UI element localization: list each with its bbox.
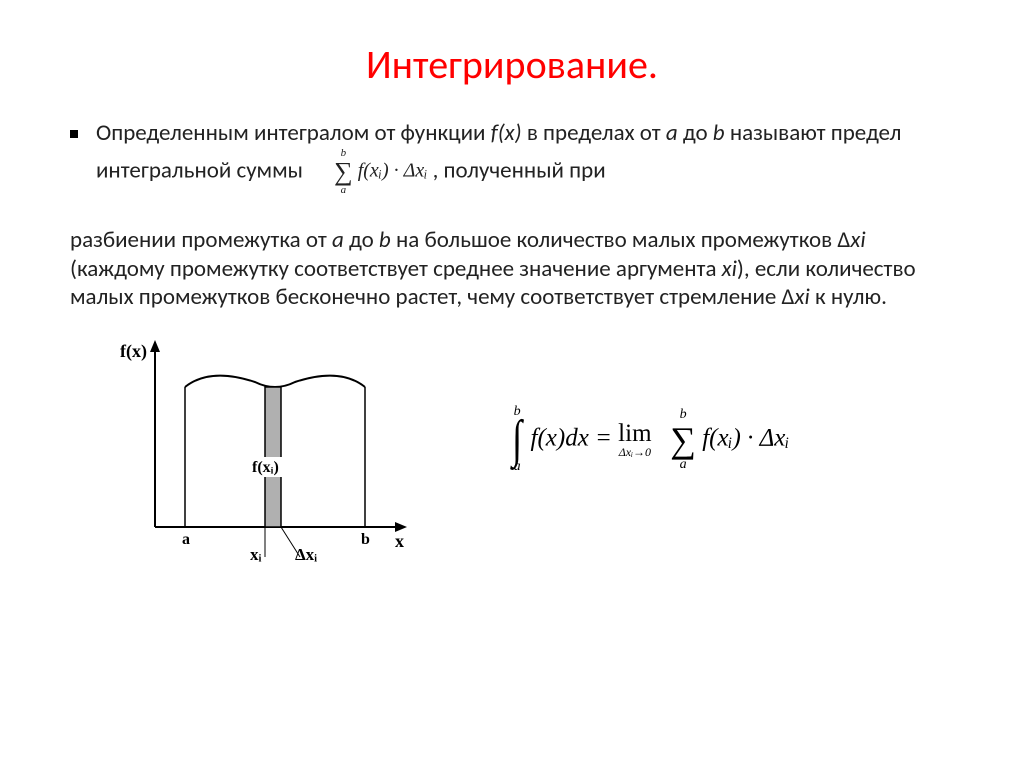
a-symbol: a (332, 226, 344, 254)
fxi-label: f(xᵢ) (252, 459, 279, 476)
text-segment: , полученный при (433, 156, 606, 184)
sum-lower: a (680, 458, 687, 472)
sum-body: f(xᵢ) · Δxᵢ (358, 159, 428, 181)
sum-body: f(xᵢ) · Δxᵢ (702, 424, 789, 451)
text-segment: в пределах от (522, 119, 666, 147)
lim-sub: Δxᵢ→0 (619, 446, 651, 458)
text-segment: разбиении промежутка от (70, 226, 332, 254)
sum-lower: a (341, 185, 347, 196)
graph-svg: f(x) x a b xᵢ Δxᵢ f(xᵢ) (100, 332, 420, 562)
text-segment: на большое количество малых промежутков … (391, 226, 851, 254)
y-axis-label: f(x) (120, 341, 147, 362)
bullet-dot-icon (70, 130, 78, 138)
int-body: f(x)dx (531, 424, 589, 451)
curve (185, 376, 365, 387)
text-segment: (каждому промежутку соответствует средне… (70, 255, 722, 283)
sigma-icon: ∑ (334, 159, 353, 185)
xi-symbol: xi (795, 283, 810, 311)
definition-paragraph-1: Определенным интегралом от функции f(x) … (96, 119, 949, 196)
text-segment: до (678, 119, 713, 147)
limit-stack: lim Δxᵢ→0 (618, 421, 651, 458)
slide-title: Интегрирование. (0, 0, 1024, 119)
inline-sum-formula: b ∑ a f(xᵢ) · Δxᵢ (334, 148, 427, 196)
y-axis-arrow-icon (150, 340, 160, 352)
sigma-stack: b ∑ a (334, 148, 353, 196)
text-segment: Определенным интегралом от функции (96, 119, 491, 147)
definition-paragraph-2: разбиении промежутка от a до b на большо… (70, 226, 949, 312)
riemann-graph: f(x) x a b xᵢ Δxᵢ f(xᵢ) (100, 332, 420, 567)
integral-stack: b ∫ a (510, 405, 524, 475)
text-segment: до (344, 226, 379, 254)
bullet-item: Определенным интегралом от функции f(x) … (70, 119, 949, 196)
fx-symbol: f(x) (491, 119, 522, 147)
sigma-stack-big: b ∑ a (670, 408, 696, 472)
dxi-label: Δxᵢ (295, 545, 317, 562)
lim-word: lim (618, 421, 651, 446)
xi-symbol: xi (850, 226, 865, 254)
lower-row: f(x) x a b xᵢ Δxᵢ f(xᵢ) b ∫ a f(x)dx = l (0, 312, 1024, 567)
xi-symbol: xi (722, 255, 737, 283)
b-label: b (361, 531, 370, 548)
integral-icon: ∫ (512, 419, 522, 461)
a-symbol: a (666, 119, 678, 147)
b-symbol: b (379, 226, 391, 254)
text-segment: к нулю. (810, 283, 887, 311)
x-axis-label: x (395, 531, 404, 551)
sigma-icon: ∑ (670, 422, 696, 458)
slide: Интегрирование. Определенным интегралом … (0, 0, 1024, 767)
integral-formula: b ∫ a f(x)dx = lim Δxᵢ→0 b ∑ a f(xᵢ) · Δ… (420, 405, 964, 495)
slide-content: Определенным интегралом от функции f(x) … (0, 119, 1024, 312)
equals: = (595, 424, 618, 451)
xi-label: xᵢ (250, 545, 262, 562)
b-symbol: b (713, 119, 725, 147)
a-label: a (182, 531, 190, 548)
